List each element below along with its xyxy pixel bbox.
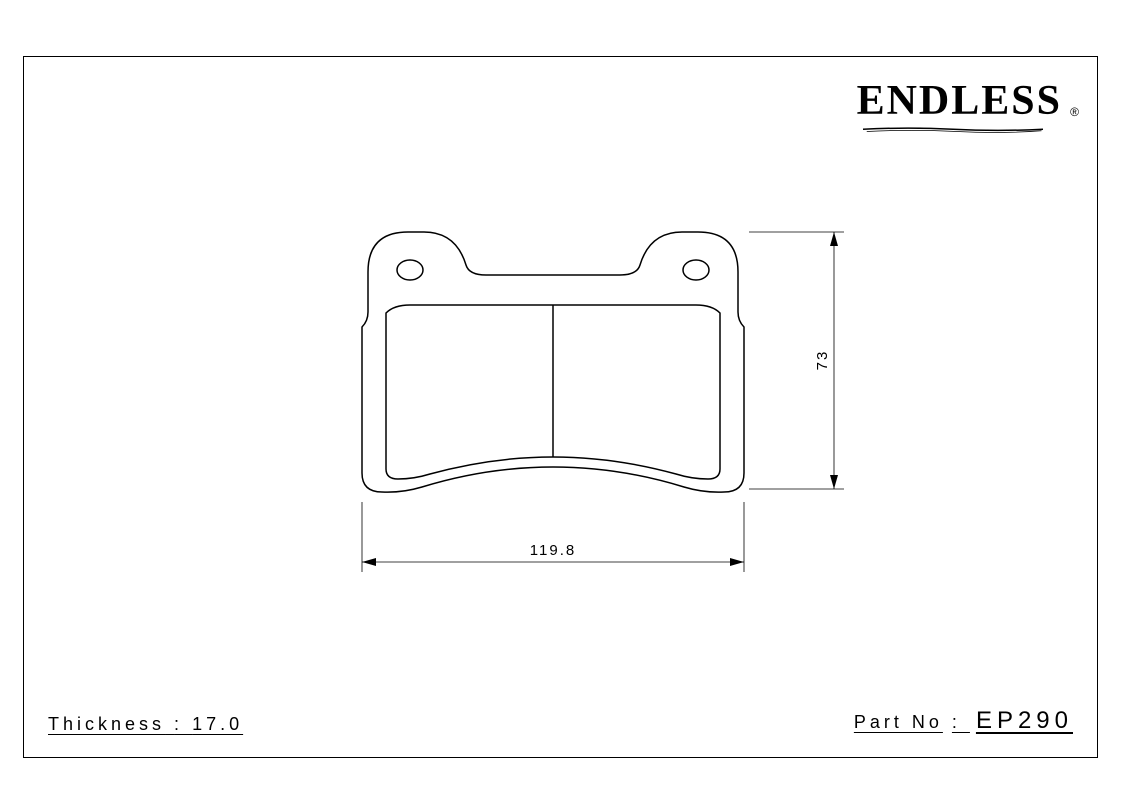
mounting-hole-left [397,260,423,280]
mounting-hole-right [683,260,709,280]
thickness-value: 17.0 [192,714,243,734]
partno-value: EP290 [970,707,1073,734]
thickness-label: Thickness : 17.0 [48,714,243,735]
height-value: 73 [814,350,831,371]
width-value: 119.8 [530,542,576,559]
drawing-frame: ENDLESS ® 119.8 73 [23,56,1098,758]
partno-key: Part No [854,712,943,732]
part-number-label: Part No : EP290 [854,707,1073,735]
width-dimension: 119.8 [362,502,744,572]
brake-pad-drawing: 119.8 73 [24,57,1097,757]
thickness-key: Thickness [48,714,165,734]
height-dimension: 73 [749,232,844,489]
